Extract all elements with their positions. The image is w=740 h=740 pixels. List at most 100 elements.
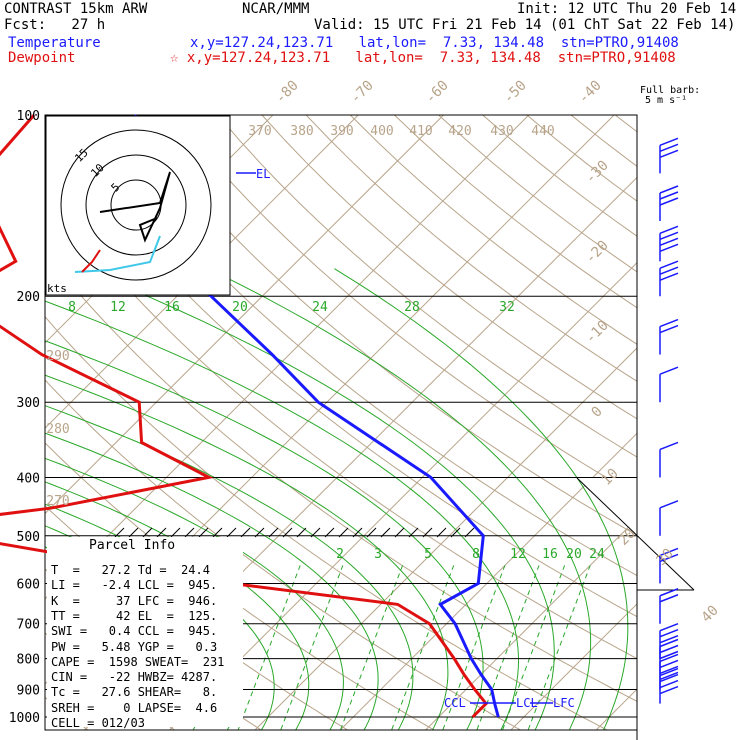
isotherm-label: -30 (583, 158, 612, 187)
theta-label: 280 (46, 422, 69, 437)
wind-barb-feather (659, 588, 679, 597)
wind-barb-feather (659, 671, 679, 681)
hatch-mark (226, 527, 237, 538)
isotherm-label: -80 (273, 78, 302, 107)
wind-barb-feather (659, 266, 679, 275)
model-title: CONTRAST 15km ARW (4, 1, 148, 17)
isotherm-label: -60 (423, 78, 452, 107)
wind-barb-feather (659, 143, 679, 153)
dry-adiabat (172, 115, 637, 497)
wind-barb-feather (659, 653, 679, 663)
parcel-info-line: CAPE = 1598 SWEAT= 231 (51, 654, 225, 669)
hatch-mark (254, 527, 265, 538)
moist-adiabat (45, 340, 484, 730)
wind-barb-feather (659, 231, 679, 241)
hatch-mark (296, 527, 307, 538)
parcel-info-line: Tc = 27.6 SHEAR= 8. (51, 685, 218, 700)
dry-adiabat (45, 315, 607, 730)
hatch-mark (408, 527, 419, 538)
hatch-mark (170, 527, 181, 538)
hatch-mark (156, 527, 167, 538)
isotherm-label: 0 (589, 404, 606, 421)
corner-mask (577, 478, 737, 740)
mixing-ratio-line (340, 565, 403, 730)
temperature-location: x,y=127.24,123.71 lat,lon= 7.33, 134.48 … (190, 35, 679, 51)
hatch-mark (436, 527, 447, 538)
theta-e-label: 16 (164, 300, 180, 315)
isotherm-label: -20 (583, 238, 612, 267)
moist-adiabat (45, 374, 449, 730)
valid-time: Valid: 15 UTC Fri 21 Feb 14 (01 ChT Sat … (314, 17, 736, 33)
isotherm-line (340, 432, 637, 730)
theta-label: 440 (531, 124, 554, 139)
theta-e-label: 24 (312, 300, 328, 315)
wind-barb-feather (659, 628, 679, 638)
hatch-mark (128, 527, 139, 538)
wind-barb-feather (659, 237, 679, 247)
mixing-ratio-label: 2 (336, 547, 344, 562)
wind-barb-feather (659, 191, 679, 200)
wind-barb-feather (659, 547, 679, 557)
pressure-label-600: 600 (17, 577, 40, 592)
wind-barb-feather (659, 225, 679, 235)
theta-e-label: 20 (232, 300, 248, 315)
wind-barb-feather (659, 318, 679, 328)
wind-barb-feather (659, 553, 679, 563)
hatch-mark (366, 527, 377, 538)
hatch-mark (240, 527, 251, 538)
hatch-mark (114, 527, 125, 538)
mixing-ratio-line (237, 565, 301, 730)
wind-barb-feather (659, 650, 679, 660)
moist-adiabat (82, 268, 555, 730)
hatch-mark (450, 527, 461, 538)
parcel-info-line: CIN = -22 HWBZ= 4287. (51, 670, 218, 685)
wind-barb-feather (659, 197, 679, 206)
theta-label: 370 (248, 124, 271, 139)
isotherm-line (45, 115, 530, 600)
hodograph-trace-surface (81, 249, 101, 273)
corner-diagonal (576, 477, 695, 591)
parcel-info-title: Parcel Info (89, 538, 176, 553)
pressure-label-200: 200 (17, 290, 40, 305)
dry-adiabat (261, 115, 637, 420)
moist-adiabat (45, 432, 379, 730)
theta-label: 290 (46, 349, 69, 364)
theta-e-label: 12 (110, 300, 126, 315)
dewpoint-profile (0, 114, 489, 719)
moist-adiabat (45, 481, 310, 730)
wind-barb-feather (659, 149, 679, 159)
wind-barb-feather (659, 366, 679, 375)
hatch-mark (142, 527, 153, 538)
isotherm-line (510, 603, 637, 730)
theta-e-label: 8 (68, 300, 76, 315)
dry-adiabat (305, 115, 637, 382)
center-name: NCAR/MMM (242, 1, 310, 17)
hatch-mark (184, 527, 195, 538)
parcel-info-line: LI = -2.4 LCL = 945. (51, 578, 218, 593)
isotherm-line (425, 517, 637, 730)
ccl-label: CCL (444, 696, 466, 710)
wind-barb-feather (659, 441, 679, 451)
hatch-mark (268, 527, 279, 538)
pressure-label-900: 900 (17, 683, 40, 698)
wind-barb-feather (659, 685, 679, 695)
wind-barb-feather (659, 185, 679, 194)
mixing-ratio-line (280, 565, 344, 730)
mixing-ratio-label: 24 (589, 547, 605, 562)
moist-adiabat (45, 405, 414, 730)
wind-barb-feather (659, 644, 679, 654)
dry-adiabat (45, 119, 637, 618)
parcel-info-line: K = 37 LFC = 946. (51, 593, 218, 608)
wind-barb-feather (659, 673, 679, 683)
parcel-info-line: PW = 5.48 YGP = 0.3 (51, 639, 218, 654)
hodograph-ring (85, 154, 187, 256)
wind-barb-feather (659, 500, 679, 509)
wind-barb-feather (659, 260, 679, 269)
el-label: EL (256, 167, 271, 181)
hatch-mark (422, 527, 433, 538)
wind-barb-feather (659, 272, 679, 281)
hatch-mark (310, 527, 321, 538)
isotherm-label: -50 (501, 78, 530, 107)
